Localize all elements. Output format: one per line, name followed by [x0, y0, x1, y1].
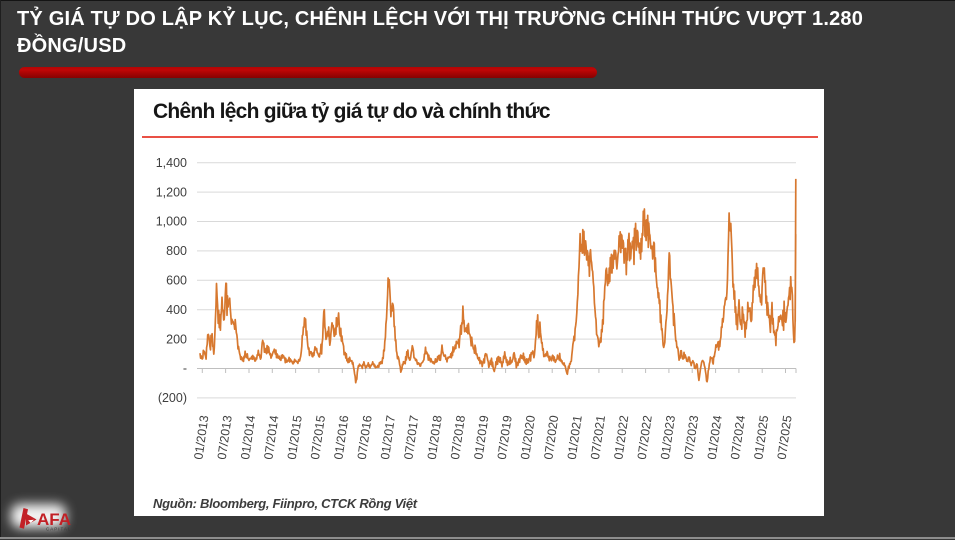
svg-text:07/2019: 07/2019 [495, 414, 515, 460]
svg-text:01/2024: 01/2024 [705, 414, 725, 460]
svg-text:07/2025: 07/2025 [775, 414, 795, 460]
svg-text:01/2021: 01/2021 [565, 414, 585, 460]
svg-text:07/2016: 07/2016 [355, 414, 375, 460]
svg-text:07/2021: 07/2021 [588, 414, 608, 460]
svg-text:01/2017: 01/2017 [378, 414, 398, 460]
svg-text:07/2022: 07/2022 [635, 414, 655, 460]
svg-text:07/2023: 07/2023 [681, 414, 701, 460]
svg-text:01/2016: 01/2016 [331, 414, 351, 460]
svg-text:01/2022: 01/2022 [611, 414, 631, 460]
svg-text:01/2020: 01/2020 [518, 414, 538, 460]
svg-text:07/2013: 07/2013 [215, 414, 235, 460]
svg-text:07/2024: 07/2024 [728, 414, 748, 460]
svg-text:1,200: 1,200 [156, 185, 187, 199]
svg-text:07/2017: 07/2017 [401, 414, 421, 460]
svg-text:-: - [183, 362, 187, 376]
svg-text:01/2013: 01/2013 [191, 414, 211, 460]
svg-text:(200): (200) [158, 391, 187, 405]
svg-text:07/2020: 07/2020 [541, 414, 561, 460]
svg-text:1,400: 1,400 [156, 156, 187, 170]
svg-text:07/2018: 07/2018 [448, 414, 468, 460]
svg-text:1,000: 1,000 [156, 215, 187, 229]
svg-text:01/2015: 01/2015 [285, 414, 305, 460]
svg-text:CAPITAL: CAPITAL [46, 527, 71, 532]
svg-text:800: 800 [166, 244, 187, 258]
svg-text:01/2025: 01/2025 [751, 414, 771, 460]
svg-text:400: 400 [166, 303, 187, 317]
svg-text:01/2023: 01/2023 [658, 414, 678, 460]
svg-text:01/2019: 01/2019 [471, 414, 491, 460]
svg-text:01/2018: 01/2018 [425, 414, 445, 460]
svg-text:AFA: AFA [37, 510, 71, 529]
svg-text:600: 600 [166, 274, 187, 288]
svg-text:01/2014: 01/2014 [238, 414, 258, 460]
svg-text:200: 200 [166, 332, 187, 346]
svg-text:07/2014: 07/2014 [261, 414, 281, 460]
svg-text:07/2015: 07/2015 [308, 414, 328, 460]
